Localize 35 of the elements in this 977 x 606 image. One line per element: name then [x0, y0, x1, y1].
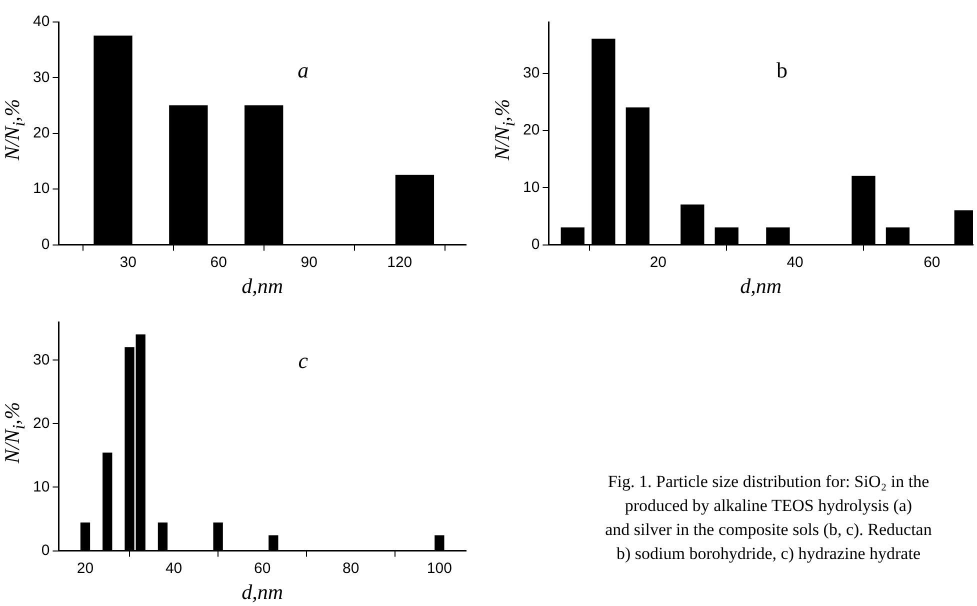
y-tick-label: 0 — [41, 542, 50, 559]
x-tick-label: 80 — [342, 560, 360, 577]
text: and silver in the composite sols (b, c). Reductan — [604, 519, 933, 541]
x-tick-label: 20 — [650, 254, 667, 271]
y-tick-label: 20 — [32, 414, 50, 432]
caption: Fig. 1. Particle size distribution for: SiO₂ in the — [606, 471, 930, 493]
x-axis-title: d,nm — [242, 274, 284, 298]
y-tick-label: 40 — [32, 13, 50, 30]
x-tick-label: 60 — [924, 254, 940, 271]
x-tick-label: 40 — [786, 254, 804, 271]
x-tick-label: 30 — [120, 254, 136, 271]
y-tick-label: 0 — [531, 236, 540, 253]
x-tick-label: 100 — [426, 560, 452, 577]
y-tick-label: 20 — [32, 124, 50, 142]
annotation: b — [776, 58, 788, 83]
x-tick-label: 20 — [76, 560, 94, 577]
x-axis-title: d,nm — [242, 580, 284, 604]
annotation: c — [298, 348, 308, 373]
x-tick-label: 60 — [254, 560, 271, 577]
y-tick-label: 20 — [522, 122, 540, 139]
x-tick-label: 90 — [300, 254, 318, 271]
x-tick-label: 60 — [210, 254, 227, 271]
x-tick-label: 40 — [165, 560, 182, 577]
y-tick-label: 10 — [32, 180, 50, 198]
text: b) sodium borohydride, c) hydrazine hydrate — [615, 543, 922, 565]
x-axis-title: d,nm — [740, 274, 782, 298]
y-tick-label: 30 — [32, 351, 50, 368]
annotation: a — [298, 58, 309, 83]
y-tick-label: 0 — [41, 236, 50, 253]
y-tick-label: 10 — [522, 178, 540, 196]
y-tick-label: 10 — [32, 478, 50, 496]
y-tick-label: 30 — [522, 64, 540, 82]
x-tick-label: 120 — [387, 254, 412, 271]
text: produced by alkaline TEOS hydrolysis (a) — [624, 495, 914, 517]
y-tick-label: 30 — [32, 68, 50, 86]
